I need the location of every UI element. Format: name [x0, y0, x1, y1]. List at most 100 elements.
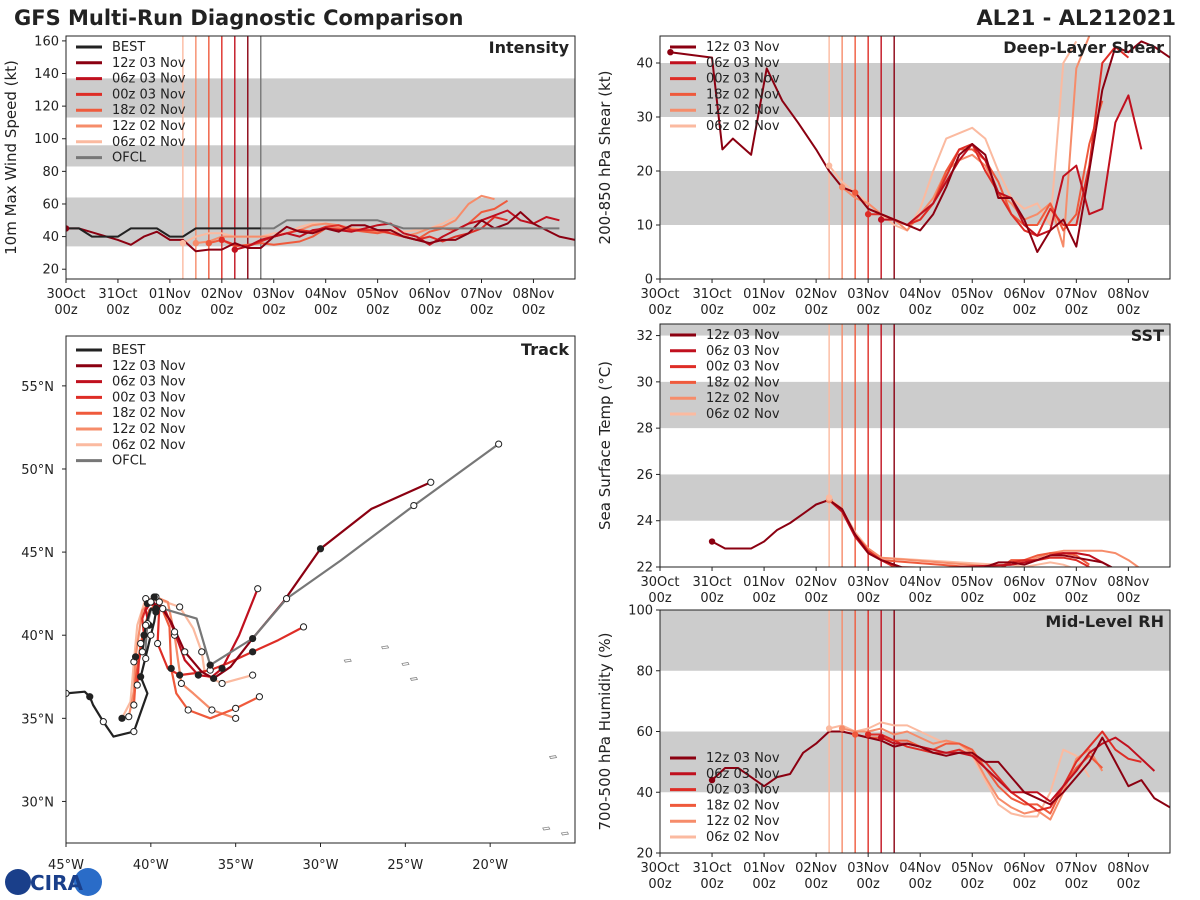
track-point-00z-03-nov [133, 681, 141, 689]
shear-ylabel: 200-850 hPa Shear (kt) [596, 71, 614, 245]
track-point-06z-02-nov [118, 714, 126, 722]
track-point-18z-02-nov [184, 706, 192, 714]
intensity-panel: 2040608010012014016030Oct00z31Oct00z01No… [2, 34, 576, 318]
track-legend-label: 06z 03 Nov [112, 375, 186, 390]
rh-init-marker-18z-02-nov [851, 731, 859, 738]
track-point-00z-03-nov [140, 631, 148, 639]
intensity-init-marker-06z-02-nov [179, 239, 187, 247]
sst-panel: 22242628303230Oct00z31Oct00z01Nov00z02No… [596, 323, 1171, 606]
intensity-legend-label: 12z 03 Nov [112, 56, 186, 71]
track-legend-label: 00z 03 Nov [112, 390, 186, 405]
intensity-xtick-label: 00z [366, 303, 390, 318]
track-island [560, 831, 570, 836]
sst-xtick-label: 01Nov [743, 575, 785, 590]
rh-series-06z-03-nov [880, 736, 1156, 803]
rh-xtick-label: 00z [1117, 877, 1141, 892]
shear-xtick-label: 00z [909, 303, 933, 318]
shear-init-marker-18z-02-nov [851, 189, 859, 196]
intensity-legend-label: BEST [112, 40, 145, 55]
track-point-18z-02-nov [137, 639, 145, 648]
track-ytick-label: 50°N [21, 463, 54, 478]
shear-ytick-label: 0 [645, 273, 653, 288]
cira-logo-text: CIRA [30, 871, 84, 895]
rh-xtick-label: 00z [1013, 877, 1037, 892]
rh-series-12z-03-nov [711, 730, 1170, 809]
track-point-06z-03-nov [170, 628, 179, 636]
intensity-xtick-label: 01Nov [149, 287, 191, 302]
track-point-12z-02-nov [125, 713, 133, 721]
sst-legend-label: 12z 02 Nov [706, 391, 780, 406]
intensity-xtick-label: 00z [106, 303, 130, 318]
shear-frame [659, 35, 1171, 280]
rh-series-00z-03-nov [868, 730, 1142, 812]
rh-xtick-label: 07Nov [1055, 861, 1097, 876]
track-point-18z-02-nov [232, 704, 240, 712]
track-xtick-label: 40°W [133, 858, 169, 873]
sst-band [660, 474, 1170, 521]
track-point-12z-03-nov [181, 648, 189, 656]
intensity-xtick-label: 04Nov [305, 287, 347, 302]
intensity-frame [65, 35, 576, 280]
sst-ytick-label: 30 [636, 375, 653, 390]
track-point-06z-03-nov [254, 585, 262, 593]
intensity-init-marker-12z-02-nov [192, 239, 200, 247]
shear-ytick-label: 20 [636, 165, 653, 180]
track-point-18z-02-nov [167, 664, 175, 673]
intensity-ytick-label: 140 [34, 67, 59, 82]
track-legend-label: BEST [112, 343, 145, 358]
shear-init-marker-12z-02-nov [838, 184, 846, 191]
track-point-best [152, 608, 160, 616]
track-point-12z-03-nov [210, 674, 218, 683]
track-point-06z-02-nov [249, 671, 257, 679]
rh-ytick-label: 80 [636, 664, 653, 679]
track-island [542, 826, 551, 831]
track-point-12z-02-nov [131, 653, 140, 661]
intensity-band [66, 197, 575, 247]
track-ytick-label: 55°N [21, 380, 54, 395]
track-point-00z-03-nov [154, 639, 162, 648]
intensity-xtick-label: 00z [210, 303, 234, 318]
sst-ylabel: Sea Surface Temp (°C) [596, 361, 614, 530]
track-point-ofcl [159, 605, 167, 613]
rh-xtick-label: 01Nov [743, 861, 785, 876]
rh-xtick-label: 00z [752, 877, 776, 892]
shear-panel: 01020304030Oct00z31Oct00z01Nov00z02Nov00… [596, 35, 1171, 318]
rh-xtick-label: 00z [648, 877, 672, 892]
sst-ytick-label: 24 [636, 514, 653, 529]
intensity-legend-label: 12z 02 Nov [112, 119, 186, 134]
sst-legend-label: 12z 03 Nov [706, 328, 780, 343]
cira-logo-satellite-icon [74, 868, 102, 896]
shear-xtick-label: 06Nov [1003, 287, 1045, 302]
track-legend-label: 12z 03 Nov [112, 359, 186, 374]
sst-xtick-label: 30Oct [640, 575, 679, 590]
shear-title: Deep-Layer Shear [1003, 38, 1164, 57]
track-point-ofcl [206, 661, 214, 669]
rh-ytick-label: 40 [636, 786, 653, 801]
track-ytick-label: 40°N [21, 629, 54, 644]
sst-xtick-label: 00z [1013, 591, 1037, 606]
track-point-12z-02-nov [177, 679, 185, 688]
track-point-12z-03-nov [316, 545, 325, 553]
track-point-00z-03-nov [249, 648, 257, 656]
intensity-legend-label: OFCL [112, 151, 147, 166]
rh-ytick-label: 20 [636, 847, 653, 862]
rh-xtick-label: 00z [856, 877, 880, 892]
track-legend-label: 06z 02 Nov [112, 438, 186, 453]
shear-xtick-label: 00z [648, 303, 672, 318]
sst-init-marker-06z-02-nov [825, 494, 833, 501]
intensity-xtick-label: 06Nov [409, 287, 451, 302]
rh-xtick-label: 03Nov [847, 861, 889, 876]
shear-xtick-label: 00z [804, 303, 828, 318]
shear-band [660, 63, 1170, 117]
track-point-12z-03-nov [249, 634, 257, 643]
intensity-series-06z-03-nov [234, 209, 560, 251]
sst-xtick-label: 08Nov [1107, 575, 1149, 590]
shear-ytick-label: 10 [636, 219, 653, 234]
track-series-ofcl [144, 443, 500, 667]
sst-init-marker-12z-03-nov [708, 538, 716, 545]
track-point-best [130, 728, 138, 736]
rh-xtick-label: 30Oct [640, 861, 679, 876]
rh-panel: 2040608010030Oct00z31Oct00z01Nov00z02Nov… [596, 604, 1171, 892]
intensity-init-marker-12z-03-nov [66, 225, 70, 232]
